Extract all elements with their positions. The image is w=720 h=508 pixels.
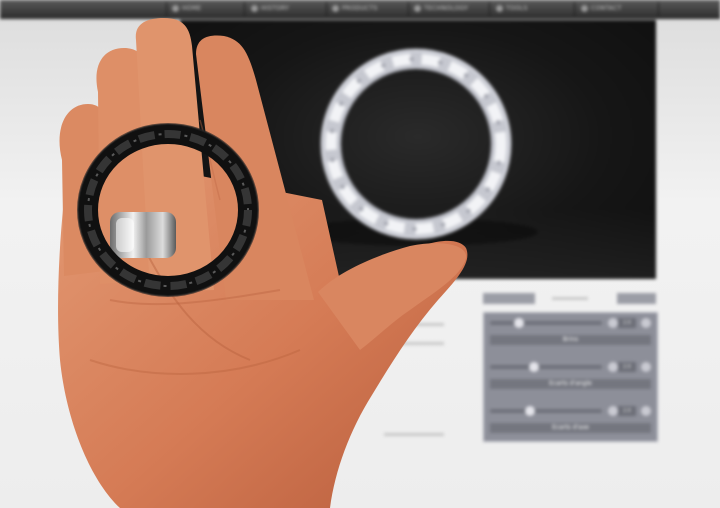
panel-tab-right[interactable]: [617, 293, 656, 304]
history-icon: [251, 5, 258, 12]
nav-item-products[interactable]: Products: [332, 3, 378, 15]
index-finger: [196, 35, 314, 301]
nav-item-history[interactable]: History: [251, 3, 289, 15]
plus-button[interactable]: [641, 318, 651, 328]
printed-twisted-ring: [77, 123, 259, 297]
slider-brins[interactable]: 2.0: [490, 318, 651, 328]
technology-icon: [414, 5, 421, 12]
products-icon: [332, 5, 339, 12]
nav-item-tools[interactable]: Tools: [496, 3, 528, 15]
slider-knob[interactable]: [514, 318, 524, 328]
rendered-twisted-ring: [298, 48, 538, 246]
slider-angle[interactable]: 2.0: [490, 362, 651, 372]
plus-button[interactable]: [641, 406, 651, 416]
nav-item-technology[interactable]: Technology: [414, 3, 468, 15]
panel-tab-left[interactable]: [483, 293, 535, 304]
nav-item-contact[interactable]: Contact: [581, 3, 622, 15]
minus-button[interactable]: [608, 406, 618, 416]
minus-button[interactable]: [608, 318, 618, 328]
slider-label-axe: Ecarts d'axe: [490, 423, 651, 433]
slider-value[interactable]: 2.0: [618, 362, 636, 372]
slider-value[interactable]: 2.0: [618, 318, 636, 328]
slider-axe[interactable]: 2.0: [490, 406, 651, 416]
contact-icon: [581, 5, 588, 12]
slider-label-angle: Ecarts d'angle: [490, 379, 651, 389]
nav-item-home[interactable]: Home: [172, 3, 201, 15]
tools-icon: [496, 5, 503, 12]
slider-label-brins: Brins: [490, 335, 651, 345]
home-icon: [172, 5, 179, 12]
metal-finger-ring: [110, 212, 176, 258]
slider-value[interactable]: 2.0: [618, 406, 636, 416]
plus-button[interactable]: [641, 362, 651, 372]
3d-viewport[interactable]: [180, 20, 656, 279]
nav-bar: Home History Products Technology Tools C…: [0, 0, 720, 19]
minus-button[interactable]: [608, 362, 618, 372]
thumb: [318, 243, 467, 350]
slider-knob[interactable]: [525, 406, 535, 416]
slider-knob[interactable]: [529, 362, 539, 372]
controls-panel: 2.0 Brins 2.0 Ecarts d'angle 2.0 Ecarts: [483, 312, 658, 442]
